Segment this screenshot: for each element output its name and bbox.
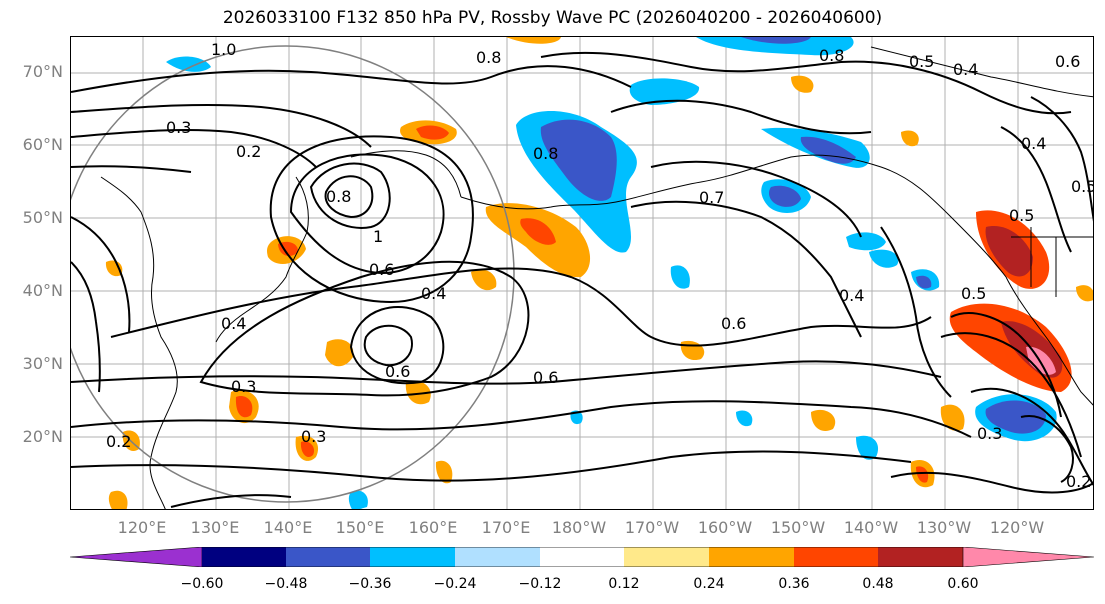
contour-label: 0.4	[421, 284, 446, 303]
map-canvas: 1.0 0.8 0.3 0.2 0.8 1 0.6 0.4 0.8 0.7 0.…	[71, 37, 1094, 509]
colorbar-swatch	[286, 547, 370, 567]
contour-label: 0.4	[1021, 134, 1046, 153]
lat-label: 20°N	[22, 427, 63, 446]
colorbar-tick-label: 0.48	[862, 576, 894, 592]
colorbar-tick-label: 0.36	[778, 576, 810, 592]
lon-label: 160°E	[408, 518, 458, 537]
colorbar-swatch	[70, 547, 203, 567]
lon-label: 120°E	[117, 518, 167, 537]
lat-label: 60°N	[22, 135, 63, 154]
colorbar-swatch	[624, 547, 709, 567]
coastlines	[100, 46, 1093, 509]
colorbar-swatch	[709, 547, 794, 567]
colorbar-swatch	[455, 547, 540, 567]
contour-label: 0.4	[953, 60, 978, 79]
contour-label: 0.2	[106, 432, 131, 451]
pv-contours	[71, 51, 1093, 508]
contour-label: 0.8	[326, 187, 351, 206]
contour-label: 0.7	[699, 188, 724, 207]
lon-label: 130°E	[190, 518, 240, 537]
contour-label: 0.3	[977, 424, 1002, 443]
colorbar-swatch	[878, 547, 963, 567]
colorbar-tick-label: −0.24	[433, 576, 477, 592]
colorbar-swatch	[794, 547, 878, 567]
colorbar-tick-label: −0.48	[264, 576, 308, 592]
contour-label: 0.4	[839, 286, 864, 305]
lon-label: 180°W	[551, 518, 607, 537]
colorbar-swatch	[202, 547, 286, 567]
colorbar-tick-label: −0.60	[180, 576, 224, 592]
lon-label: 170°E	[481, 518, 531, 537]
lat-label: 50°N	[22, 208, 63, 227]
colorbar	[70, 547, 1094, 567]
lon-label: 160°W	[697, 518, 753, 537]
lon-label: 120°W	[989, 518, 1045, 537]
lon-label: 150°W	[770, 518, 826, 537]
contour-label: 0.3	[301, 427, 326, 446]
colorbar-tick-label: −0.36	[348, 576, 392, 592]
contour-label: 0.6	[369, 260, 394, 279]
contour-label: 0.3	[231, 377, 256, 396]
lat-label: 70°N	[22, 62, 63, 81]
contour-label: 0.5	[1071, 177, 1094, 196]
contour-label: 0.4	[221, 314, 246, 333]
contour-label: 0.6	[385, 362, 410, 381]
map-title: 2026033100 F132 850 hPa PV, Rossby Wave …	[222, 8, 883, 28]
contour-label: 0.8	[533, 144, 558, 163]
lon-label: 170°W	[624, 518, 680, 537]
colorbar-tick-label: 0.60	[947, 576, 979, 592]
contour-label: 0.5	[961, 284, 986, 303]
contour-label: 0.6	[533, 368, 558, 387]
colorbar-swatch	[540, 547, 624, 567]
contour-label: 0.8	[476, 48, 501, 67]
lat-label: 30°N	[22, 354, 63, 373]
lat-label: 40°N	[22, 281, 63, 300]
contour-label: 1	[373, 227, 383, 246]
colorbar-swatch	[370, 547, 455, 567]
colorbar-swatch	[962, 547, 1094, 567]
lon-label: 130°W	[916, 518, 972, 537]
colorbar-tick-label: −0.12	[518, 576, 562, 592]
contour-label: 0.2	[1066, 472, 1091, 491]
lon-label: 140°E	[263, 518, 313, 537]
colorbar-tick-label: 0.12	[608, 576, 640, 592]
map-panel: 1.0 0.8 0.3 0.2 0.8 1 0.6 0.4 0.8 0.7 0.…	[70, 36, 1094, 510]
contour-label: 0.6	[1055, 52, 1080, 71]
contour-label: 0.8	[819, 46, 844, 65]
colorbar-tick-label: 0.24	[693, 576, 725, 592]
contour-label: 1.0	[211, 40, 236, 59]
positive-anomaly-fills	[105, 37, 1093, 509]
lon-label: 140°W	[843, 518, 899, 537]
contour-label: 0.3	[166, 118, 191, 137]
contour-label: 0.5	[1009, 206, 1034, 225]
contour-label: 0.5	[909, 52, 934, 71]
lon-label: 150°E	[335, 518, 385, 537]
contour-label-layer: 1.0 0.8 0.3 0.2 0.8 1 0.6 0.4 0.8 0.7 0.…	[106, 40, 1094, 491]
negative-anomaly-fills	[166, 37, 1057, 509]
contour-label: 0.2	[236, 142, 261, 161]
contour-label: 0.6	[721, 314, 746, 333]
range-ring	[71, 45, 515, 503]
